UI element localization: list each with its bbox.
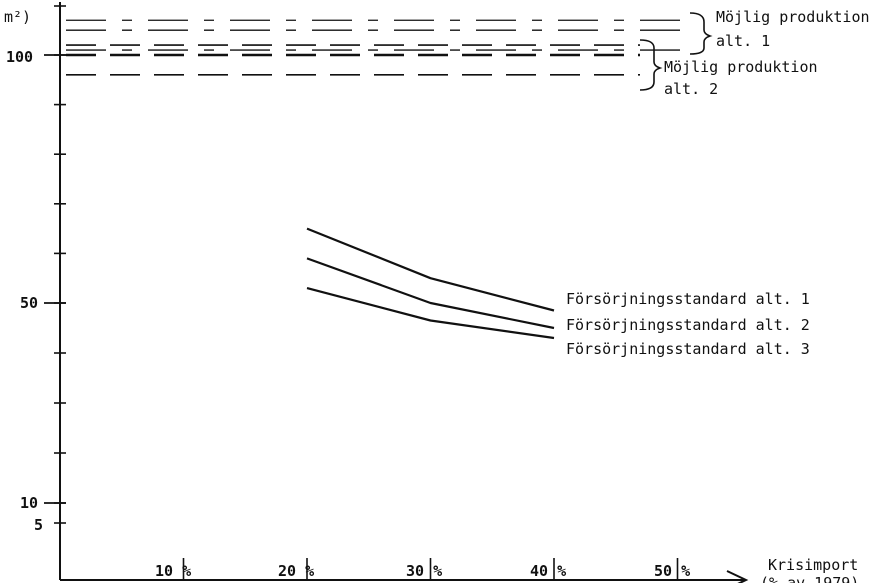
x-axis-label-line1: Krisimport	[768, 556, 858, 574]
series-label-alt1: Försörjningsstandard alt. 1	[566, 290, 810, 308]
x-tick-label-10: 10 %	[155, 562, 191, 580]
x-axis-arrowhead	[726, 570, 749, 583]
x-tick-label-20: 20 %	[278, 562, 314, 580]
series-label-alt2: Försörjningsstandard alt. 2	[566, 316, 810, 334]
x-tick-label-50: 50 %	[654, 562, 690, 580]
band-label-alt2-line1: Möjlig produktion	[664, 58, 818, 76]
band-label-alt1-line1: Möjlig produktion	[716, 8, 870, 26]
series-line-alt1	[306, 227, 555, 312]
y-tick-label-100: 100	[6, 48, 33, 66]
x-axis-label-line2: (% av 1979)	[760, 574, 859, 583]
series-line-alt3	[306, 287, 555, 340]
brace-alt2	[639, 39, 663, 91]
y-tick-label-50: 50	[20, 294, 38, 312]
band-label-alt2-line2: alt. 2	[664, 80, 718, 98]
y-tick-label-10: 10	[20, 494, 38, 512]
series-line-alt2	[306, 257, 555, 330]
x-tick-label-30: 30 %	[406, 562, 442, 580]
series-label-alt3: Försörjningsstandard alt. 3	[566, 340, 810, 358]
brace-alt1	[689, 12, 713, 55]
band-label-alt1-line2: alt. 1	[716, 32, 770, 50]
x-tick-label-40: 40 %	[530, 562, 566, 580]
y-tick-label-5: 5	[34, 516, 43, 534]
y-axis-label: m²)	[4, 8, 31, 26]
chart-marks	[44, 5, 690, 580]
